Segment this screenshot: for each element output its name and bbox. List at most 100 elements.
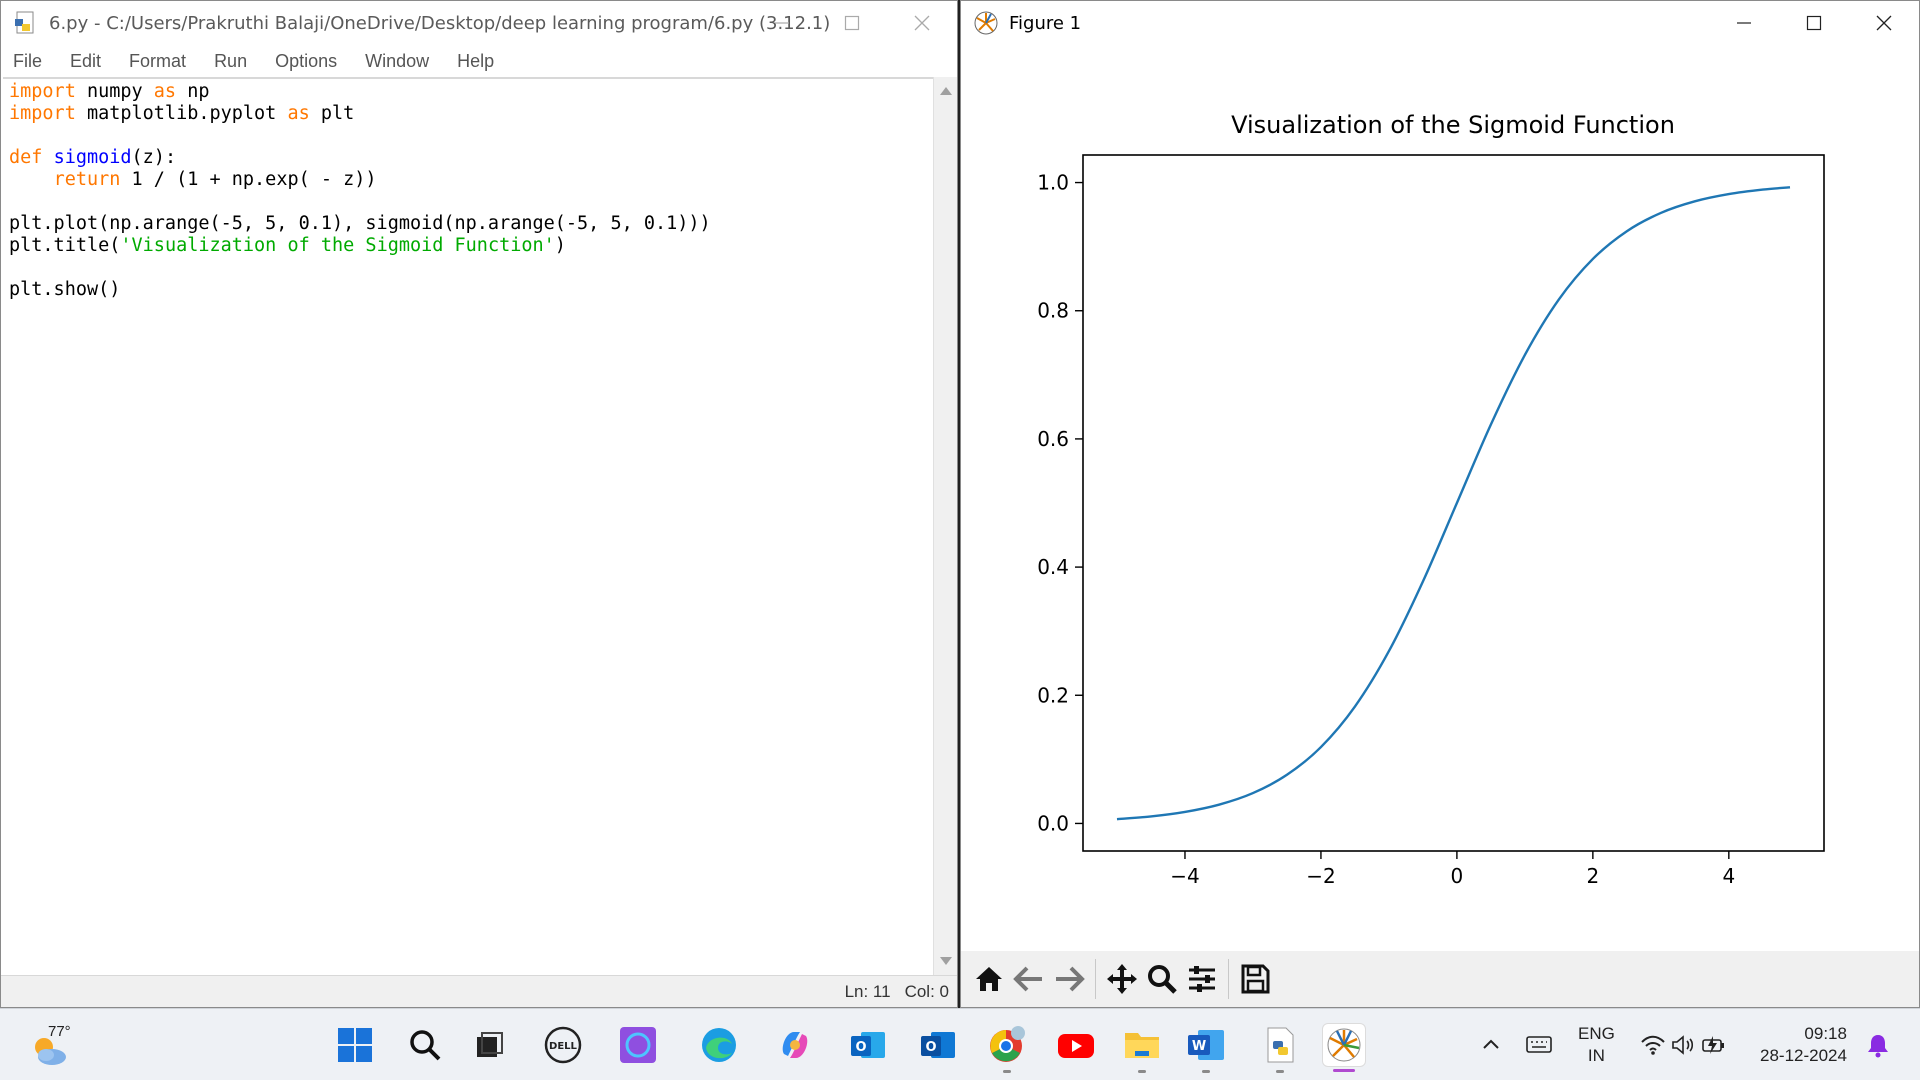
dell-logo-icon: DELL [544, 1026, 582, 1064]
menu-file[interactable]: File [13, 50, 43, 71]
arrow-right-icon [1056, 966, 1085, 992]
copilot-icon [782, 1032, 808, 1058]
editor-menubar: File Edit Format Run Options Window Help [1, 45, 957, 77]
pan-button[interactable] [1102, 959, 1142, 999]
menu-edit[interactable]: Edit [70, 50, 102, 71]
figure-titlebar[interactable]: Figure 1 [961, 1, 1919, 45]
menu-options[interactable]: Options [275, 50, 338, 71]
close-icon [914, 15, 930, 31]
python-idle-button[interactable] [1258, 1023, 1302, 1073]
edge-browser-button[interactable] [697, 1023, 741, 1067]
matplotlib-icon [1327, 1028, 1361, 1062]
svg-text:O: O [855, 1040, 866, 1055]
menu-format[interactable]: Format [129, 50, 187, 71]
minimize-icon [775, 22, 789, 24]
outlook-new-button[interactable]: O [846, 1023, 890, 1067]
code-text[interactable]: import numpy as np import matplotlib.pyp… [9, 81, 711, 300]
running-indicator [1138, 1070, 1146, 1073]
start-button[interactable] [333, 1023, 377, 1067]
word-icon: W [1188, 1030, 1224, 1060]
outlook-classic-icon: O [921, 1032, 955, 1058]
show-hidden-icons-button[interactable] [1480, 1009, 1502, 1080]
clock[interactable]: 09:18 28-12-2024 [1760, 1009, 1847, 1080]
sigmoid-chart: Visualization of the Sigmoid Function −4… [1037, 111, 1825, 888]
menu-run[interactable]: Run [214, 50, 248, 71]
taskbar: 77° DELL O O W [0, 1008, 1920, 1080]
clock-date: 28-12-2024 [1760, 1046, 1847, 1065]
move-icon [1107, 964, 1137, 994]
search-button[interactable] [403, 1023, 447, 1067]
editor-scrollbar[interactable] [933, 77, 957, 975]
python-file-icon [1267, 1027, 1294, 1063]
save-button[interactable] [1235, 959, 1275, 999]
toolbar-separator [1095, 959, 1096, 999]
matplotlib-figure-button[interactable] [1322, 1023, 1366, 1072]
x-tick-label: 2 [1586, 864, 1599, 888]
chrome-browser-icon [990, 1026, 1025, 1062]
weather-widget[interactable]: 77° [28, 1021, 98, 1071]
figure-maximize-button[interactable] [1779, 1, 1849, 45]
x-axis: −4 −2 0 2 4 [1170, 851, 1735, 888]
keyboard-icon [1526, 1036, 1552, 1053]
toolbar-separator [1228, 959, 1229, 999]
volume-icon [1672, 1035, 1694, 1055]
language-indicator[interactable]: ENG IN [1578, 1009, 1615, 1080]
editor-window-title: 6.py - C:/Users/Prakruthi Balaji/OneDriv… [49, 12, 831, 34]
plot-canvas[interactable]: Visualization of the Sigmoid Function −4… [961, 45, 1919, 951]
scroll-down-icon[interactable] [940, 957, 952, 965]
idle-editor-window: 6.py - C:/Users/Prakruthi Balaji/OneDriv… [0, 0, 958, 1008]
scroll-up-icon[interactable] [940, 87, 952, 95]
dell-app-button[interactable]: DELL [541, 1023, 585, 1067]
copilot-button[interactable] [773, 1023, 817, 1067]
language-text: ENG IN [1578, 1023, 1615, 1067]
word-app-button[interactable]: W [1184, 1023, 1228, 1073]
menu-window[interactable]: Window [365, 50, 430, 71]
maximize-icon [844, 15, 860, 31]
figure-close-button[interactable] [1849, 1, 1919, 45]
editor-titlebar[interactable]: 6.py - C:/Users/Prakruthi Balaji/OneDriv… [1, 1, 957, 45]
edge-browser-icon [702, 1028, 736, 1062]
menu-help[interactable]: Help [457, 50, 495, 71]
zoom-button[interactable] [1142, 959, 1182, 999]
close-button[interactable] [887, 1, 957, 45]
python-file-icon [15, 11, 34, 34]
forward-button[interactable] [1049, 959, 1089, 999]
chrome-browser-button[interactable] [985, 1023, 1029, 1073]
arrow-left-icon [1013, 966, 1042, 992]
y-tick-label: 0.2 [1037, 683, 1069, 707]
y-tick-label: 0.4 [1037, 555, 1069, 579]
home-button[interactable] [969, 959, 1009, 999]
task-view-button[interactable] [467, 1023, 511, 1067]
running-indicator [1202, 1070, 1210, 1073]
wifi-icon [1641, 1035, 1665, 1055]
minimize-button[interactable] [747, 1, 817, 45]
maximize-icon [1806, 15, 1822, 31]
weather-cloud-sun-icon [35, 1038, 66, 1065]
file-explorer-button[interactable] [1120, 1023, 1164, 1073]
running-indicator [1276, 1070, 1284, 1073]
series-line [1116, 186, 1791, 821]
figure-toolbar [961, 951, 1919, 1007]
notifications-button[interactable] [1866, 1009, 1890, 1080]
configure-subplots-button[interactable] [1182, 959, 1222, 999]
sliders-icon [1189, 966, 1215, 992]
touch-keyboard-button[interactable] [1526, 1009, 1552, 1080]
cortana-app-button[interactable] [616, 1023, 660, 1067]
chevron-up-icon [1483, 1039, 1499, 1049]
windows-logo-icon [338, 1028, 372, 1062]
circle-app-icon [620, 1027, 656, 1063]
figure-minimize-button[interactable] [1709, 1, 1779, 45]
youtube-app-button[interactable] [1054, 1023, 1098, 1067]
code-editor[interactable]: import numpy as np import matplotlib.pyp… [3, 77, 933, 975]
back-button[interactable] [1009, 959, 1049, 999]
quick-settings-button[interactable] [1640, 1009, 1728, 1080]
minimize-icon [1737, 22, 1751, 24]
editor-statusbar: Ln: 11 Col: 0 [1, 975, 957, 1007]
x-tick-label: 0 [1451, 864, 1464, 888]
maximize-button[interactable] [817, 1, 887, 45]
outlook-icon: O [851, 1032, 885, 1058]
chart-title: Visualization of the Sigmoid Function [1231, 111, 1675, 139]
y-tick-label: 0.6 [1037, 427, 1069, 451]
outlook-classic-button[interactable]: O [916, 1023, 960, 1067]
svg-text:O: O [925, 1040, 936, 1055]
